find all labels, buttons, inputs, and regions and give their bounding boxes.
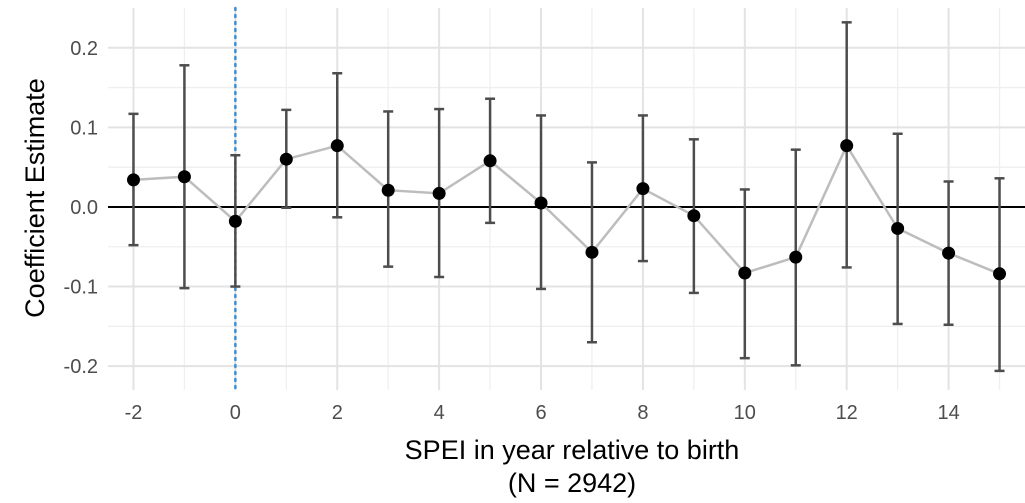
error-bars bbox=[128, 21, 1005, 373]
estimate-point bbox=[228, 214, 242, 228]
y-tick-labels: 0.2 0.1 0.0 -0.1 -0.2 bbox=[64, 38, 98, 378]
estimate-point bbox=[891, 221, 905, 235]
y-axis-title: Coefficient Estimate bbox=[20, 78, 50, 318]
estimate-point bbox=[279, 152, 293, 166]
x-tick-label: 10 bbox=[734, 402, 756, 424]
x-tick-labels: -2 0 2 4 6 8 10 12 14 bbox=[125, 402, 960, 424]
estimate-point bbox=[126, 173, 140, 187]
minor-gridlines bbox=[108, 8, 1025, 390]
estimate-point bbox=[687, 209, 701, 223]
estimate-point bbox=[330, 139, 344, 153]
estimate-point bbox=[942, 246, 956, 260]
reference-lines bbox=[108, 6, 1025, 392]
y-tick-label: -0.1 bbox=[64, 277, 98, 299]
estimate-point bbox=[381, 183, 395, 197]
y-tick-label: 0.0 bbox=[70, 197, 98, 219]
estimate-point bbox=[483, 154, 497, 168]
x-tick-label: -2 bbox=[125, 402, 143, 424]
x-tick-label: 8 bbox=[637, 402, 648, 424]
y-tick-label: 0.1 bbox=[70, 117, 98, 139]
y-tick-label: 0.2 bbox=[70, 38, 98, 60]
estimate-point bbox=[177, 170, 191, 184]
estimate-point bbox=[636, 182, 650, 196]
estimate-points bbox=[126, 139, 1007, 281]
estimate-point bbox=[840, 139, 854, 153]
estimate-point bbox=[432, 186, 446, 200]
x-tick-label: 14 bbox=[937, 402, 959, 424]
x-tick-label: 12 bbox=[836, 402, 858, 424]
x-axis-title: SPEI in year relative to birth bbox=[405, 435, 740, 465]
major-gridlines bbox=[108, 8, 1025, 390]
connecting-line bbox=[133, 143, 1000, 275]
estimate-connecting-line bbox=[133, 143, 1000, 275]
estimate-point bbox=[993, 267, 1007, 281]
estimate-point bbox=[789, 250, 803, 264]
x-tick-label: 4 bbox=[434, 402, 445, 424]
x-tick-label: 2 bbox=[332, 402, 343, 424]
x-tick-label: 0 bbox=[230, 402, 241, 424]
x-axis-subtitle: (N = 2942) bbox=[508, 468, 636, 498]
x-tick-label: 6 bbox=[535, 402, 546, 424]
y-tick-label: -0.2 bbox=[64, 356, 98, 378]
estimate-point bbox=[738, 266, 752, 280]
estimate-point bbox=[534, 196, 548, 210]
estimate-point bbox=[585, 245, 599, 259]
